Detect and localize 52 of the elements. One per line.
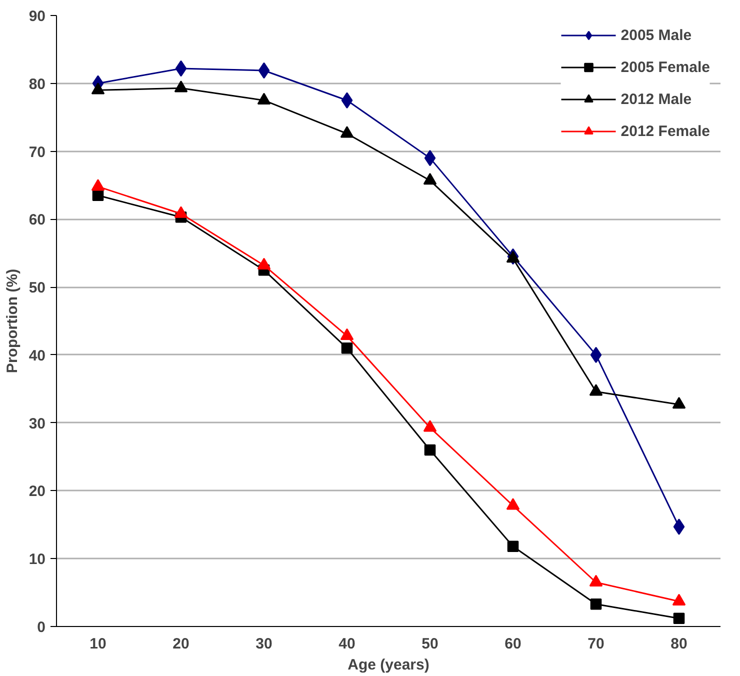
legend-label: 2005 Male (620, 26, 692, 44)
legend-label: 2005 Female (620, 58, 710, 76)
y-tick-label: 30 (28, 415, 46, 432)
x-tick-label: 20 (172, 636, 190, 652)
point (506, 498, 520, 510)
legend-label: 2012 Female (620, 122, 710, 140)
x-tick-label: 10 (90, 636, 106, 652)
point (424, 150, 436, 166)
y-tick-label: 20 (28, 483, 46, 500)
point (673, 612, 685, 624)
y-axis-title: Proportion (%) (4, 268, 21, 374)
point (424, 444, 436, 456)
point (340, 126, 354, 138)
x-axis-title: Age (years) (348, 656, 430, 674)
point (91, 179, 105, 191)
y-tick-label: 90 (28, 8, 46, 25)
point (174, 206, 188, 218)
legend-label: 2012 Male (620, 90, 692, 108)
point (672, 396, 686, 409)
x-tick-label: 60 (504, 636, 522, 652)
point (672, 594, 686, 606)
point (507, 540, 519, 552)
y-tick-label: 10 (28, 551, 46, 568)
point (423, 172, 437, 185)
point (174, 80, 188, 92)
y-tick-label: 40 (28, 347, 46, 364)
point (506, 250, 520, 263)
point (92, 190, 104, 202)
y-tick-label: 0 (37, 619, 46, 636)
point (257, 258, 271, 270)
point (175, 60, 187, 77)
y-tick-label: 70 (28, 144, 46, 161)
point (340, 328, 354, 340)
point (589, 384, 603, 396)
x-tick-label: 80 (670, 636, 688, 652)
point (590, 346, 602, 364)
point (257, 92, 271, 104)
point (673, 518, 685, 535)
point (91, 82, 105, 94)
point (341, 92, 353, 109)
y-tick-label: 50 (28, 280, 46, 297)
point (589, 574, 603, 586)
y-tick-label: 80 (28, 76, 46, 93)
point (590, 598, 602, 610)
x-tick-label: 40 (338, 636, 356, 652)
x-tick-label: 30 (256, 636, 272, 652)
x-tick-label: 50 (422, 636, 438, 652)
point (258, 62, 270, 79)
x-tick-label: 70 (588, 636, 604, 652)
y-tick-label: 60 (28, 212, 46, 229)
point (423, 420, 437, 432)
point (341, 342, 353, 354)
